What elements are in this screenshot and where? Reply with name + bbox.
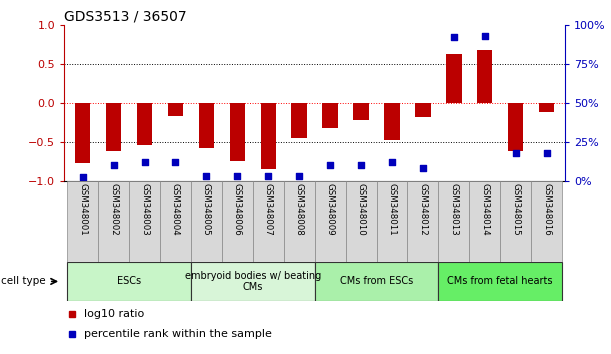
Bar — [199, 103, 214, 148]
Bar — [168, 103, 183, 116]
Text: GSM348014: GSM348014 — [480, 183, 489, 236]
Text: CMs from ESCs: CMs from ESCs — [340, 276, 413, 286]
Point — [202, 173, 211, 179]
Point — [263, 173, 273, 179]
Bar — [260, 103, 276, 169]
Text: GSM348005: GSM348005 — [202, 183, 211, 236]
Bar — [384, 103, 400, 140]
Text: GSM348001: GSM348001 — [78, 183, 87, 236]
Point — [325, 162, 335, 168]
Text: GSM348015: GSM348015 — [511, 183, 520, 236]
Text: GSM348007: GSM348007 — [264, 183, 273, 236]
Bar — [353, 103, 369, 120]
Text: GSM348008: GSM348008 — [295, 183, 304, 236]
Bar — [477, 50, 492, 103]
Point — [511, 150, 521, 155]
Bar — [315, 181, 346, 262]
Point — [418, 165, 428, 171]
Text: CMs from fetal hearts: CMs from fetal hearts — [447, 276, 553, 286]
Text: GSM348009: GSM348009 — [326, 183, 335, 236]
Bar — [438, 262, 562, 301]
Text: percentile rank within the sample: percentile rank within the sample — [84, 329, 272, 339]
Bar — [315, 262, 438, 301]
Bar — [253, 181, 284, 262]
Bar — [75, 103, 90, 164]
Text: GDS3513 / 36507: GDS3513 / 36507 — [64, 10, 187, 24]
Point — [449, 34, 459, 40]
Bar — [191, 262, 315, 301]
Point — [232, 173, 242, 179]
Bar — [438, 181, 469, 262]
Point — [78, 175, 87, 180]
Bar — [291, 103, 307, 138]
Bar — [376, 181, 408, 262]
Point — [170, 159, 180, 165]
Bar — [469, 181, 500, 262]
Text: GSM348010: GSM348010 — [357, 183, 365, 236]
Point — [140, 159, 150, 165]
Point — [542, 150, 552, 155]
Bar — [284, 181, 315, 262]
Bar — [98, 181, 129, 262]
Bar — [500, 181, 531, 262]
Bar — [446, 55, 461, 103]
Bar — [129, 181, 160, 262]
Text: embryoid bodies w/ beating
CMs: embryoid bodies w/ beating CMs — [185, 270, 321, 292]
Bar — [137, 103, 152, 145]
Point — [480, 33, 489, 39]
Text: GSM348006: GSM348006 — [233, 183, 242, 236]
Bar — [67, 262, 191, 301]
Bar — [346, 181, 376, 262]
Text: cell type: cell type — [1, 276, 45, 286]
Bar — [160, 181, 191, 262]
Text: GSM348003: GSM348003 — [140, 183, 149, 236]
Text: GSM348002: GSM348002 — [109, 183, 118, 236]
Text: GSM348004: GSM348004 — [171, 183, 180, 236]
Text: ESCs: ESCs — [117, 276, 141, 286]
Text: GSM348012: GSM348012 — [419, 183, 428, 236]
Text: log10 ratio: log10 ratio — [84, 309, 144, 319]
Bar — [415, 103, 431, 117]
Bar — [230, 103, 245, 161]
Bar — [222, 181, 253, 262]
Bar — [508, 103, 524, 151]
Bar — [67, 181, 98, 262]
Text: GSM348011: GSM348011 — [387, 183, 397, 236]
Text: GSM348013: GSM348013 — [449, 183, 458, 236]
Bar — [531, 181, 562, 262]
Bar — [408, 181, 438, 262]
Bar — [191, 181, 222, 262]
Point — [109, 162, 119, 168]
Point — [356, 162, 366, 168]
Bar — [539, 103, 554, 112]
Point — [295, 173, 304, 179]
Text: GSM348016: GSM348016 — [542, 183, 551, 236]
Bar — [323, 103, 338, 127]
Point — [387, 159, 397, 165]
Bar — [106, 103, 122, 151]
